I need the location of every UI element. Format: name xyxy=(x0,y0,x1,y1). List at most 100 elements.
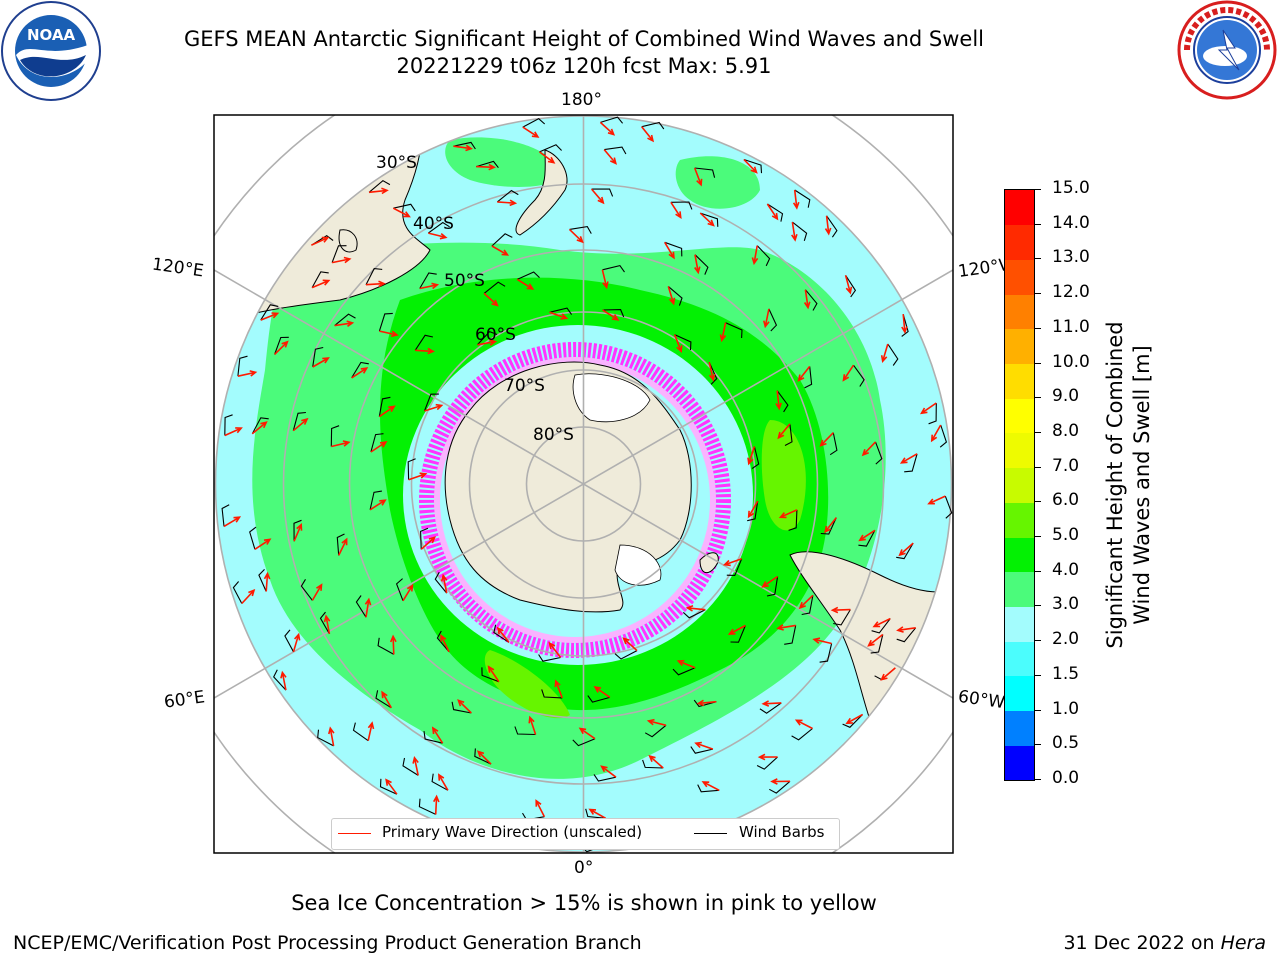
lon-label-180: 180° xyxy=(561,90,602,110)
wind-barb xyxy=(896,542,914,560)
date-prefix: 31 Dec 2022 on xyxy=(1063,932,1221,954)
wave-direction-arrow xyxy=(237,370,258,377)
wind-barb xyxy=(700,212,719,227)
wind-barb xyxy=(766,576,779,597)
wind-barb xyxy=(747,501,759,522)
colorbar-tick-label: 1.5 xyxy=(1052,663,1080,684)
wave-direction-arrow xyxy=(419,282,440,290)
wave-direction-arrow xyxy=(483,292,499,307)
wave-direction-arrow xyxy=(224,427,243,437)
wave-direction-arrow xyxy=(601,269,609,290)
wave-direction-arrow xyxy=(778,509,798,519)
wave-direction-arrow xyxy=(858,529,876,542)
wind-barb xyxy=(379,778,398,795)
wind-barb xyxy=(496,189,519,203)
wind-barb xyxy=(370,433,384,453)
wind-barb xyxy=(642,759,664,769)
wave-direction-arrow xyxy=(274,340,289,355)
wave-direction-arrow xyxy=(522,126,540,138)
wave-direction-arrow xyxy=(708,362,716,382)
wave-direction-arrow xyxy=(880,667,896,681)
wind-barb xyxy=(427,221,450,234)
wave-direction-arrow xyxy=(385,778,398,795)
wave-direction-arrow xyxy=(602,309,620,321)
wind-barb xyxy=(334,313,356,327)
wave-direction-arrow xyxy=(497,199,518,207)
wind-barb xyxy=(336,533,345,556)
wind-barb xyxy=(273,669,287,691)
wind-barb xyxy=(407,458,416,480)
wind-barb xyxy=(352,722,369,742)
wave-direction-arrow xyxy=(280,670,287,691)
wave-direction-arrow xyxy=(824,215,832,236)
wave-direction-arrow xyxy=(590,188,605,205)
credit-text: NCEP/EMC/Verification Post Processing Pr… xyxy=(13,932,642,954)
colorbar-segment xyxy=(1005,467,1034,503)
colorbar-tick xyxy=(1034,397,1041,399)
wave-direction-arrow xyxy=(919,402,937,415)
wind-barb xyxy=(769,780,791,794)
wave-direction-arrow xyxy=(392,207,411,218)
wind-barb xyxy=(674,334,692,351)
wave-direction-arrow xyxy=(440,633,450,653)
wave-direction-arrow xyxy=(331,256,352,264)
wave-direction-arrow xyxy=(516,278,535,290)
colorbar-segment xyxy=(1005,745,1034,781)
wind-barb xyxy=(476,330,498,346)
wave-direction-arrow xyxy=(241,588,256,605)
colorbar-tick-label: 11.0 xyxy=(1052,316,1090,337)
wave-direction-arrow xyxy=(694,741,714,750)
machine-name: Hera xyxy=(1220,932,1266,954)
wind-barb xyxy=(522,118,546,128)
wind-barb xyxy=(804,366,813,389)
wind-barb xyxy=(569,225,592,234)
wave-direction-arrow xyxy=(311,279,331,289)
colorbar-tick-label: 6.0 xyxy=(1052,490,1080,511)
colorbar-tick-label: 2.0 xyxy=(1052,629,1080,650)
wave-direction-arrow xyxy=(476,750,492,765)
wave-direction-arrow xyxy=(369,499,387,511)
wind-barb xyxy=(549,307,573,315)
wave-direction-arrow xyxy=(670,201,682,219)
wind-barb xyxy=(743,158,763,174)
wind-barb xyxy=(756,756,778,770)
wind-barb xyxy=(784,625,797,645)
wind-barb xyxy=(539,144,562,153)
wave-direction-arrow xyxy=(568,228,584,244)
colorbar-segment xyxy=(1005,571,1034,607)
colorbar-tick xyxy=(1034,605,1041,607)
wind-barb xyxy=(591,188,614,197)
wave-direction-arrow xyxy=(867,633,884,647)
wind-barb xyxy=(730,625,746,643)
wind-barb xyxy=(833,609,851,626)
wind-barb xyxy=(768,308,778,332)
wind-barb xyxy=(708,361,718,385)
colorbar-tick xyxy=(1034,258,1041,260)
wind-barb xyxy=(801,595,814,616)
wave-direction-arrow xyxy=(370,440,388,453)
wind-barb xyxy=(672,667,696,676)
wind-barb xyxy=(928,402,937,425)
colorbar-tick-label: 14.0 xyxy=(1052,212,1090,233)
lat-label-70s: 70°S xyxy=(504,376,545,396)
wind-barb xyxy=(474,748,492,765)
colorbar-tick xyxy=(1034,223,1041,225)
wave-direction-arrow xyxy=(696,699,717,707)
wind-barb xyxy=(260,304,279,321)
wind-barb xyxy=(538,654,561,662)
wind-barb xyxy=(587,695,611,703)
wave-direction-arrow xyxy=(312,357,330,368)
wind-barb xyxy=(483,281,506,294)
wave-direction-arrow xyxy=(899,453,918,464)
wave-direction-arrow xyxy=(311,583,323,601)
wave-direction-arrow xyxy=(646,718,667,727)
map-legend: Primary Wave Direction (unscaled) Wind B… xyxy=(331,818,840,850)
wave-direction-arrow xyxy=(223,516,242,528)
wave-direction-arrow xyxy=(381,690,392,709)
wave-direction-arrow xyxy=(603,149,617,165)
wind-barb-legend-line xyxy=(694,833,727,834)
colorbar-tick-label: 0.5 xyxy=(1052,733,1080,754)
wind-barb xyxy=(541,689,563,699)
wind-barb xyxy=(600,116,624,124)
wind-barb xyxy=(694,254,709,275)
